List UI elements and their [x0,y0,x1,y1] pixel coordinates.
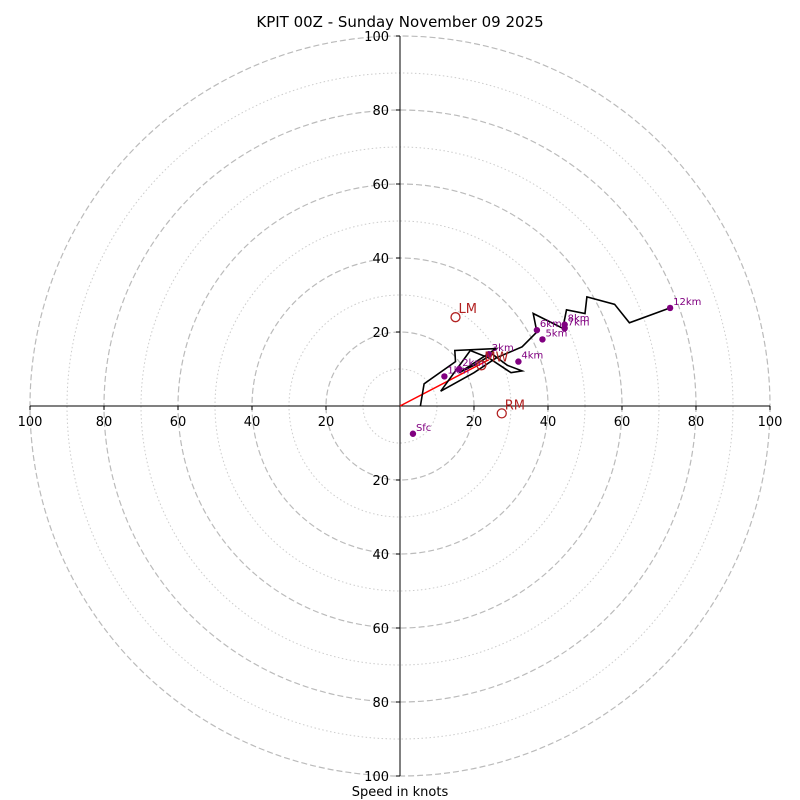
x-tick-label: 40 [244,415,261,430]
hodograph-trace [419,295,671,407]
x-tick-label: 20 [466,415,483,430]
storm-motion-marker-lm [450,312,461,323]
height-label-12km: 12km [673,297,701,308]
x-tick-label: 100 [18,415,43,430]
y-tick-label: 80 [372,696,389,711]
height-label-6km: 6km [540,319,562,330]
height-marker-12km [666,304,674,312]
chart-title: KPIT 00Z - Sunday November 09 2025 [256,13,543,31]
x-tick-label: 80 [96,415,113,430]
x-tick-label: 100 [758,415,783,430]
height-marker-3km [485,351,492,358]
y-tick-label: 20 [372,326,389,341]
x-tick-label: 20 [318,415,335,430]
y-tick-label: 60 [372,622,389,637]
height-label-7km: 7km [568,317,590,328]
height-label-2km: 2km [462,358,484,369]
y-tick-label: 60 [372,178,389,193]
hodograph-data: Sfc1km2km3km4km5km6km7km8km12kmLMRMMW [399,295,701,437]
y-tick-label: 20 [372,474,389,489]
x-tick-label: 40 [540,415,557,430]
height-marker-5km [539,336,546,343]
height-marker-6km [533,326,541,334]
y-tick-label: 100 [364,30,389,45]
height-marker-4km [515,358,522,365]
height-marker-sfc [409,430,417,437]
x-tick-label: 80 [688,415,705,430]
x-tick-label: 60 [614,415,631,430]
height-label-3km: 3km [492,343,514,354]
storm-motion-marker-rm [496,408,507,419]
y-tick-label: 40 [372,252,389,267]
height-marker-2km [456,365,463,373]
y-tick-label: 40 [372,548,389,563]
storm-motion-label-mw: MW [484,350,508,365]
height-marker-1km [441,373,448,380]
x-axis-label: Speed in knots [352,785,449,800]
y-tick-label: 100 [364,770,389,785]
mean-wind-vector [399,359,490,407]
y-tick-label: 80 [372,104,389,119]
x-tick-label: 60 [170,415,187,430]
storm-motion-label-lm: LM [459,302,477,317]
height-label-sfc: Sfc [416,423,431,434]
height-label-5km: 5km [545,328,567,339]
storm-motion-marker-mw [476,360,487,371]
tick-labels: 100 100 100 100 80 80 80 80 60 60 60 60 40 40 40 40 20 20… [18,30,783,785]
height-label-4km: 4km [521,351,543,362]
height-label-8km: 8km [568,314,590,325]
height-marker-8km [561,321,568,328]
storm-motion-label-rm: RM [505,398,525,413]
